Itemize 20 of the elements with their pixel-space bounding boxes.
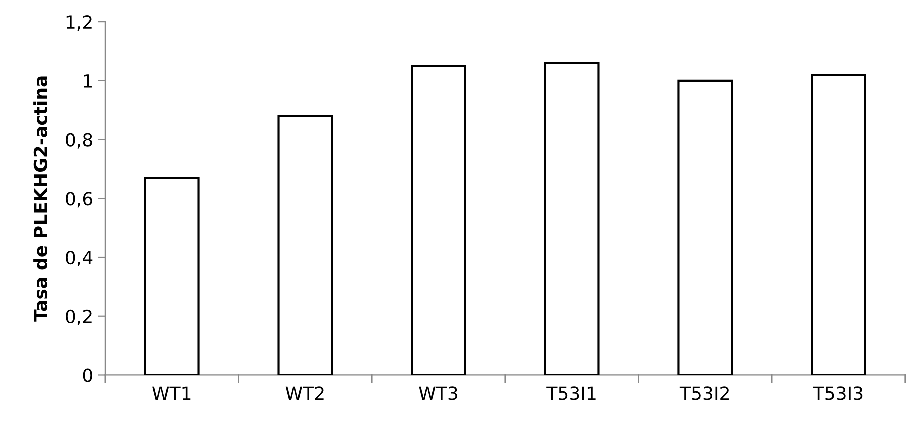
y-axis-title: Tasa de PLEKHG2-actina <box>34 76 48 322</box>
y-tick-label: 0,4 <box>66 250 93 266</box>
y-tick-label: 0,2 <box>66 310 92 326</box>
bar <box>278 115 334 376</box>
y-tick-label: 1,2 <box>66 16 92 32</box>
x-tick-label: WT2 <box>286 386 324 400</box>
bar <box>678 80 734 376</box>
x-tick-label: WT3 <box>419 386 458 400</box>
bar <box>411 65 466 376</box>
bar <box>144 176 200 376</box>
x-tick-label: WT1 <box>152 386 191 400</box>
bar <box>544 62 600 376</box>
y-tick-label: 0,8 <box>66 133 92 149</box>
bar <box>810 74 866 376</box>
x-tick-label: T53I1 <box>546 386 596 400</box>
x-tick-label: T53I2 <box>680 386 729 400</box>
y-tick-label: 1 <box>84 74 92 88</box>
y-tick-label: 0 <box>83 368 92 382</box>
y-tick-label: 0,6 <box>66 192 92 208</box>
x-tick-label: T53I3 <box>813 386 863 400</box>
